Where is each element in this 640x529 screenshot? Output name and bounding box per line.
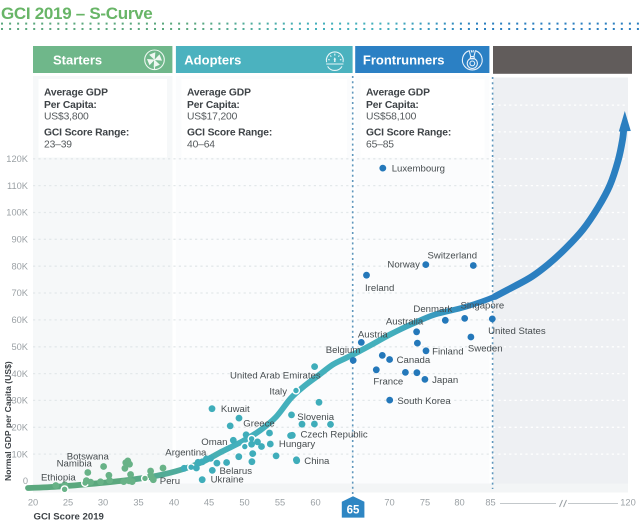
svg-text:75: 75	[420, 498, 430, 508]
svg-text:0: 0	[23, 476, 28, 486]
svg-text:Switzerland: Switzerland	[428, 251, 478, 262]
svg-text:Starters: Starters	[53, 52, 102, 67]
svg-text:Hungary: Hungary	[279, 439, 315, 450]
svg-text:Ethiopia: Ethiopia	[41, 472, 76, 483]
svg-text:40–64: 40–64	[187, 140, 215, 151]
svg-text:20: 20	[28, 498, 38, 508]
svg-text:25: 25	[63, 498, 73, 508]
svg-text:Greece: Greece	[243, 419, 274, 430]
svg-text:50K: 50K	[11, 342, 28, 352]
svg-text:70K: 70K	[11, 288, 28, 298]
svg-text:GCI Score Range:: GCI Score Range:	[44, 128, 129, 139]
svg-text:Austria: Austria	[358, 330, 389, 341]
svg-text:South Korea: South Korea	[397, 396, 451, 407]
svg-text:Per Capita:: Per Capita:	[187, 100, 240, 111]
svg-text:65: 65	[347, 505, 360, 517]
svg-text:United Arab Emirates: United Arab Emirates	[230, 371, 321, 382]
svg-text:100K: 100K	[6, 208, 29, 218]
svg-text:80K: 80K	[11, 261, 28, 271]
svg-text:Belarus: Belarus	[220, 466, 253, 477]
svg-text:70: 70	[384, 498, 394, 508]
svg-text:Luxembourg: Luxembourg	[392, 163, 445, 174]
svg-text:85: 85	[485, 498, 495, 508]
svg-text:40: 40	[169, 498, 179, 508]
svg-text:Denmark: Denmark	[413, 304, 452, 315]
svg-text:China: China	[304, 456, 330, 467]
svg-text:Finland: Finland	[432, 346, 463, 357]
svg-text:Average GDP: Average GDP	[366, 88, 430, 99]
svg-text:80: 80	[454, 498, 464, 508]
svg-text:120: 120	[620, 498, 636, 508]
svg-text:Per Capita:: Per Capita:	[44, 100, 97, 111]
svg-text:GCI Score 2019: GCI Score 2019	[34, 512, 104, 523]
svg-text:US$3,800: US$3,800	[44, 112, 89, 123]
svg-text:50: 50	[239, 498, 249, 508]
svg-text:Australia: Australia	[386, 317, 424, 328]
svg-text:US$58,100: US$58,100	[366, 112, 417, 123]
svg-text:45: 45	[204, 498, 214, 508]
svg-text:Peru: Peru	[160, 476, 180, 487]
svg-text:United States: United States	[488, 326, 546, 337]
svg-text:Italy: Italy	[269, 386, 287, 397]
svg-text:Average GDP: Average GDP	[187, 88, 251, 99]
svg-text:Canada: Canada	[397, 355, 431, 366]
svg-text:Oman: Oman	[201, 437, 227, 448]
svg-text:120K: 120K	[6, 154, 29, 164]
svg-text:GCI 2019 – S-Curve: GCI 2019 – S-Curve	[1, 4, 152, 23]
svg-text:90K: 90K	[11, 235, 28, 245]
svg-text:US$17,200: US$17,200	[187, 112, 238, 123]
svg-text:Japan: Japan	[432, 375, 458, 386]
svg-text:40K: 40K	[11, 369, 28, 379]
svg-text:10K: 10K	[11, 449, 28, 459]
svg-text:Per Capita:: Per Capita:	[366, 100, 419, 111]
svg-text:Kuwait: Kuwait	[221, 404, 250, 415]
svg-text:60K: 60K	[11, 315, 28, 325]
svg-text:Average GDP: Average GDP	[44, 88, 108, 99]
svg-text:Adopters: Adopters	[184, 52, 241, 67]
svg-text:Belgium: Belgium	[326, 345, 361, 356]
svg-text:Singapore: Singapore	[461, 301, 505, 312]
svg-text:20K: 20K	[11, 423, 28, 433]
svg-text:Botswana: Botswana	[67, 451, 110, 462]
svg-text:Ireland: Ireland	[365, 283, 394, 294]
svg-text:GCI Score Range:: GCI Score Range:	[187, 128, 272, 139]
svg-text:35: 35	[133, 498, 143, 508]
svg-text:GCI Score Range:: GCI Score Range:	[366, 128, 451, 139]
svg-text:65–85: 65–85	[366, 140, 394, 151]
svg-text:France: France	[373, 376, 403, 387]
svg-text:Sweden: Sweden	[468, 344, 503, 355]
svg-text:Norway: Norway	[387, 259, 420, 270]
svg-text:55: 55	[275, 498, 285, 508]
svg-text:23–39: 23–39	[44, 140, 72, 151]
svg-text:Slovenia: Slovenia	[297, 412, 334, 423]
svg-text:Normal GDP per Capita (US$): Normal GDP per Capita (US$)	[3, 361, 13, 481]
svg-text:30K: 30K	[11, 396, 28, 406]
svg-text:Frontrunners: Frontrunners	[363, 52, 445, 67]
svg-text:30: 30	[98, 498, 108, 508]
svg-text:Argentina: Argentina	[165, 448, 207, 459]
svg-text:60: 60	[310, 498, 320, 508]
svg-text:110K: 110K	[7, 181, 29, 191]
